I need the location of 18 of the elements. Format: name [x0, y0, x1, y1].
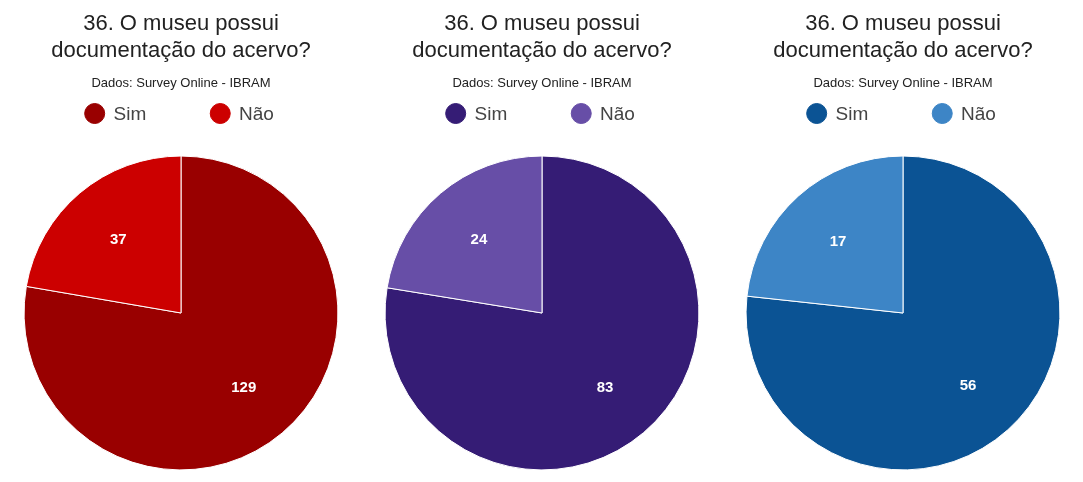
data-label: 83 [596, 378, 614, 396]
chart-title: 36. O museu possui documentação do acervo? [773, 9, 1033, 63]
legend-label: Não [600, 103, 635, 125]
legend-label: Sim [474, 103, 508, 125]
chart-title: 36. O museu possui documentação do acervo? [51, 9, 311, 63]
data-label: 129 [231, 378, 257, 396]
chart-subtitle: Dados: Survey Online - IBRAM [452, 74, 632, 90]
chart-subtitle: Dados: Survey Online - IBRAM [91, 74, 271, 90]
legend-label: Sim [835, 103, 869, 125]
legend-label: Sim [113, 103, 147, 125]
legend-label: Não [239, 103, 274, 125]
data-label: 17 [829, 231, 847, 249]
data-label: 56 [959, 376, 977, 394]
data-label: 37 [109, 229, 127, 247]
chart-subtitle: Dados: Survey Online - IBRAM [813, 74, 993, 90]
chart-title: 36. O museu possui documentação do acervo? [412, 9, 672, 63]
data-label: 24 [470, 229, 488, 247]
legend-label: Não [961, 103, 996, 125]
